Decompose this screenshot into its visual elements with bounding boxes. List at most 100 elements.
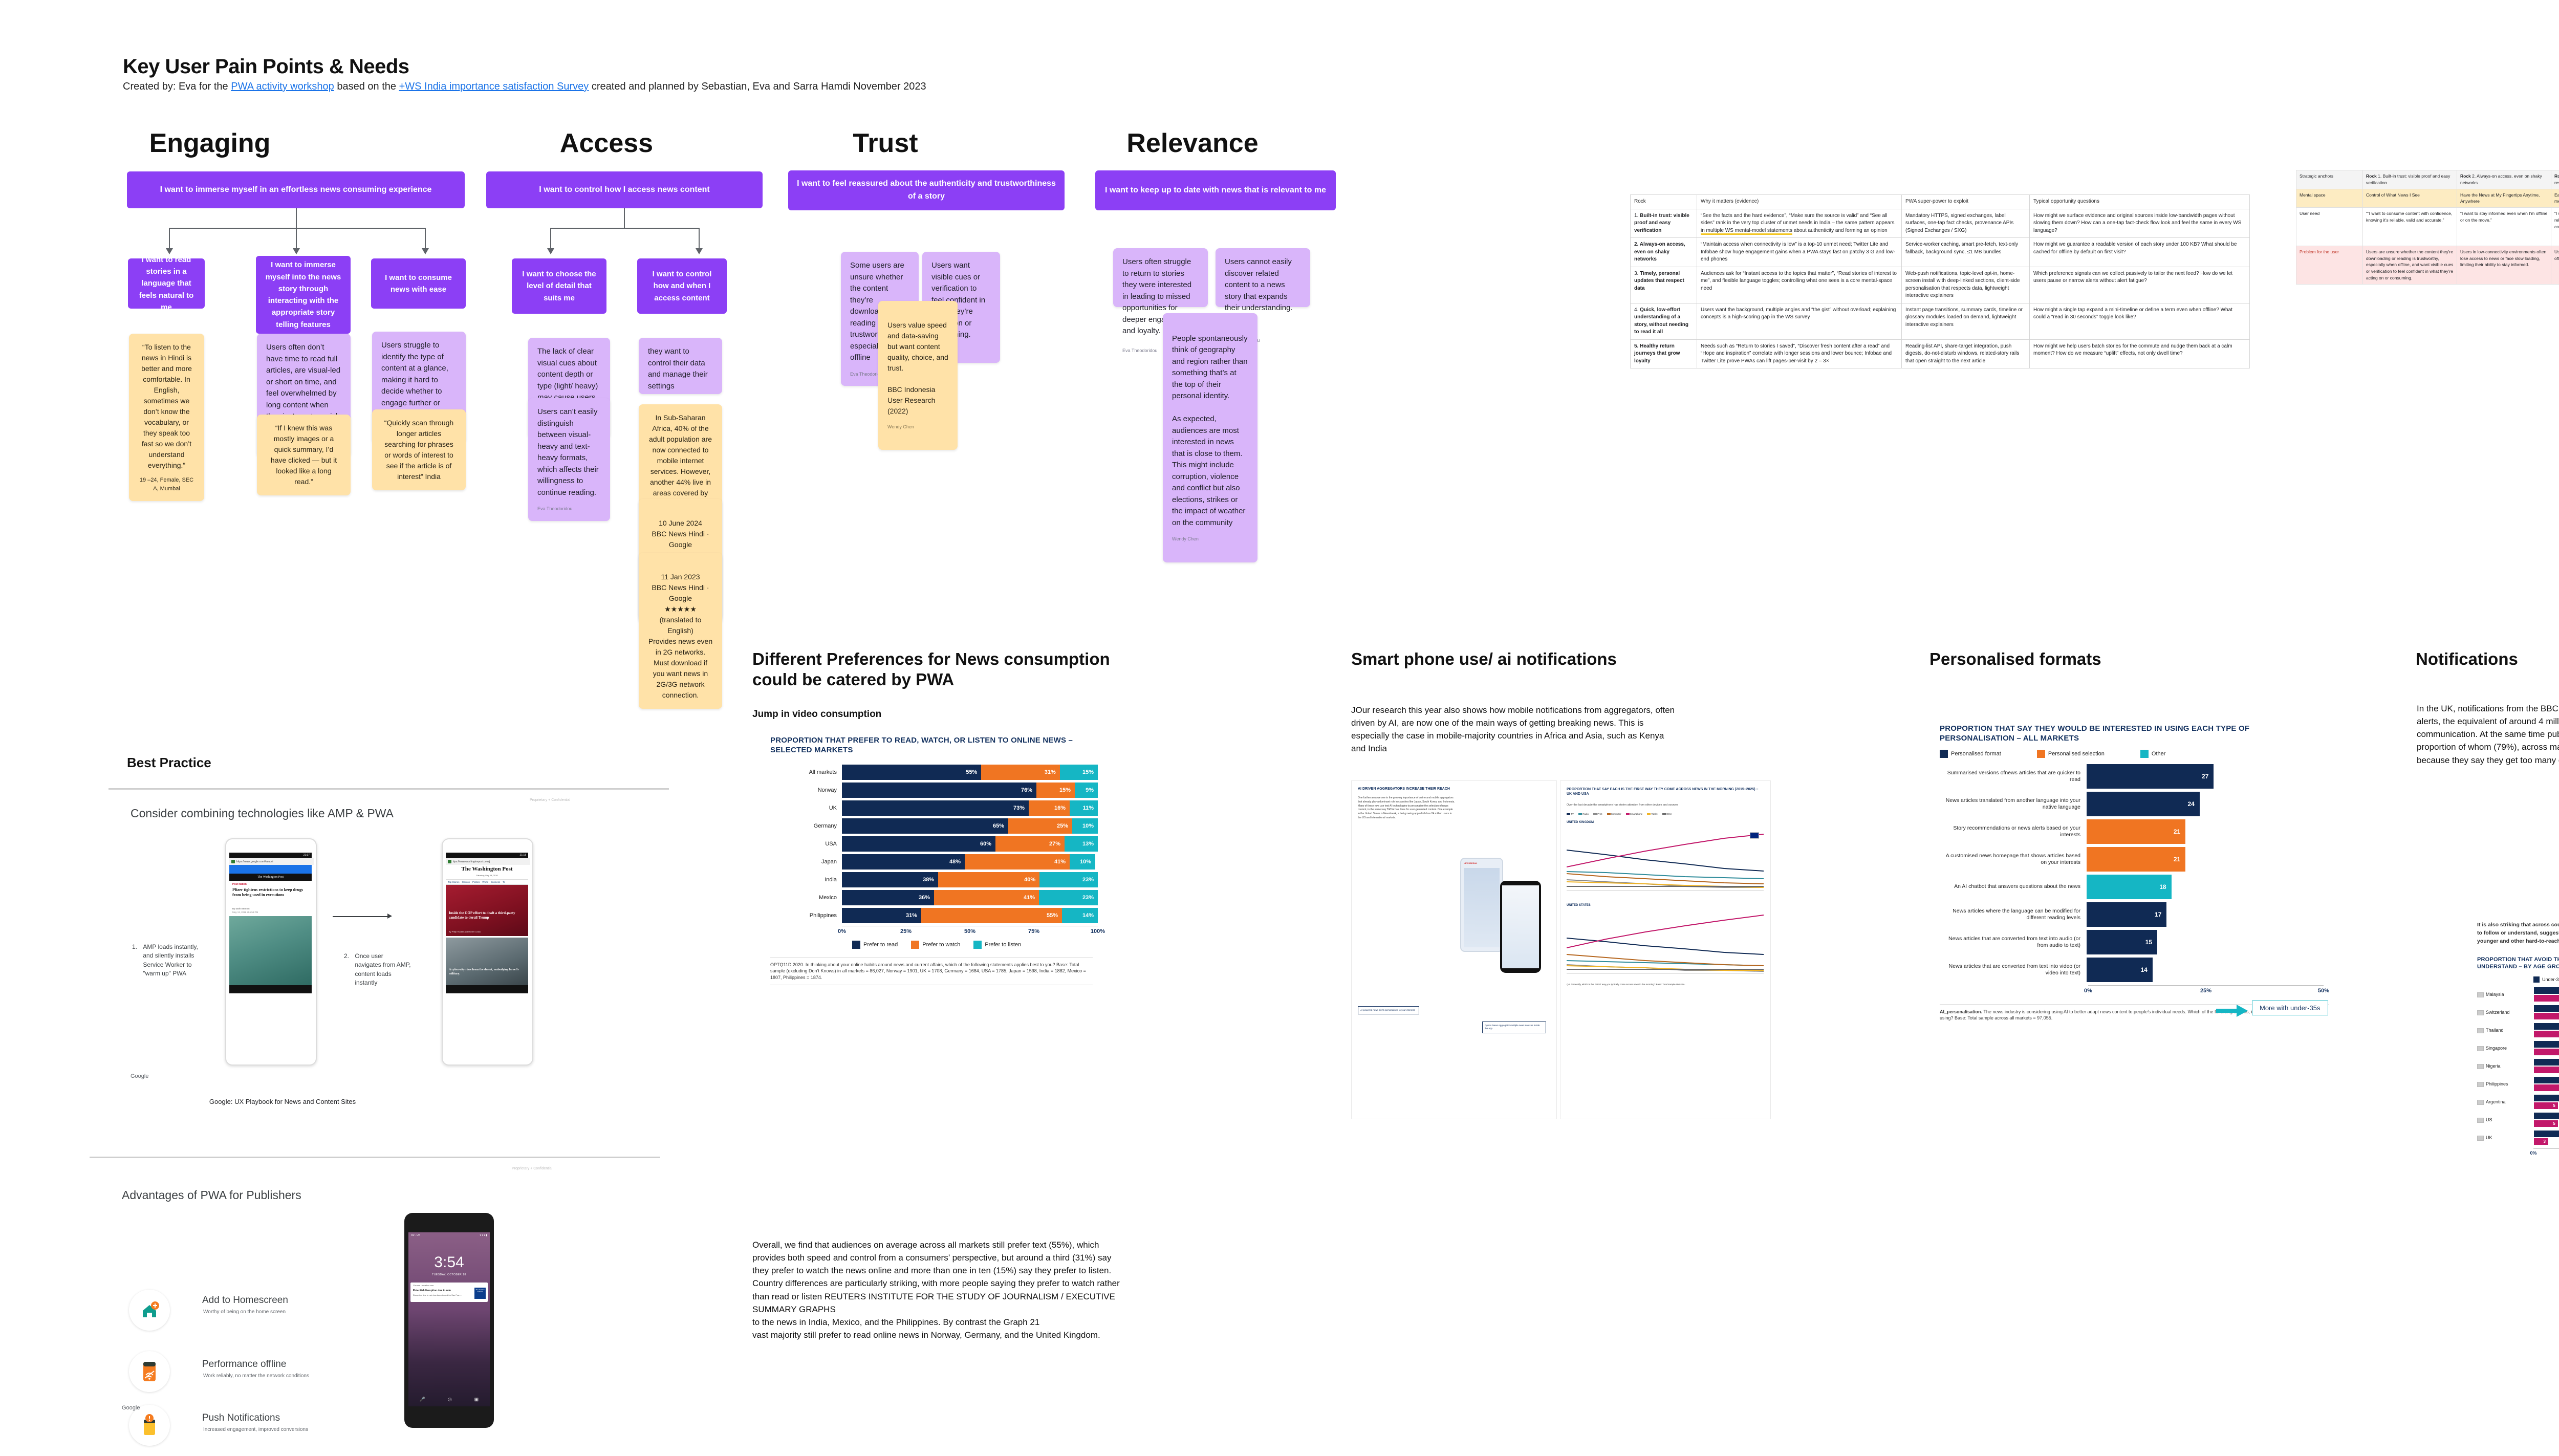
sub-need-card-access-2[interactable]: I want to control how and when I access … (637, 258, 727, 314)
advantage-title-2: Push Notifications (202, 1412, 280, 1423)
sub-need-card-engaging-1[interactable]: I want to read stories in a language tha… (128, 255, 205, 312)
col-header-why: Why it matters (evidence) (1697, 194, 1902, 209)
bar-segment-prefer-to-listen: 10% (1070, 854, 1095, 870)
masthead-date: Saturday, May 14, 2016 (476, 874, 498, 877)
legend-label: Prefer to listen (985, 942, 1022, 948)
rock-number: 5. (1634, 343, 1639, 349)
badge-ai-alerts: AI-powered news alerts personalised to y… (1358, 1006, 1419, 1015)
mic-icon[interactable]: 🎤 (419, 1397, 426, 1402)
personalised-chart-legend: Personalised format Personalised selectio… (1940, 750, 2339, 759)
fingerprint-icon[interactable]: ◎ (447, 1397, 452, 1402)
chart-row: News articles where the language can be … (1940, 902, 2339, 927)
notifications-body: In the UK, notifications from the BBC Ne… (2417, 704, 2559, 765)
bar-value: 3 (2543, 1139, 2546, 1144)
first-way-sub: Over the last decade the smartphone has … (1567, 803, 1678, 807)
notification-app: Chrome · weather.com (413, 1284, 434, 1287)
callout-text: More with under-35s (2260, 1004, 2321, 1012)
legend-tv: TV (1567, 813, 1574, 815)
connector-access-stem (624, 208, 625, 228)
need-card-relevance[interactable]: I want to keep up to date with news that… (1095, 170, 1336, 210)
sub-need-card-engaging-3[interactable]: I want to consume news with ease (371, 258, 466, 309)
lockscreen-shortcuts[interactable]: 🎤 ◎ ▣ (408, 1397, 490, 1402)
legend-label: Prefer to read (863, 942, 898, 948)
table-row: 4. Quick, low-effort understanding of a … (1630, 302, 2250, 340)
legend-item: Under-35s (2533, 975, 2559, 984)
google-logo-2: Google (122, 1405, 140, 1411)
article-byline: By Mark Berman (232, 907, 250, 910)
nav-item-4[interactable]: Business (490, 881, 501, 883)
sub-need-card-engaging-2[interactable]: I want to immerse myself into the news s… (256, 256, 351, 334)
prefs-chart-title: PROPORTION THAT PREFER TO READ, WATCH, O… (770, 736, 1073, 754)
category-label: News articles that are converted from te… (1948, 963, 2080, 976)
bar-under-35s: 20 (2534, 1005, 2559, 1012)
callout-arrow-icon (2216, 1005, 2248, 1017)
bar-under-35s: 13 (2534, 1112, 2559, 1119)
bell-alert-icon (129, 1405, 170, 1446)
pwa-workshop-link[interactable]: PWA activity workshop (231, 81, 334, 92)
pwa-advantages-heading: Advantages of PWA for Publishers (122, 1188, 301, 1202)
rock-title: 3. Timely, personal updates that respect… (2554, 180, 2559, 185)
chart-row: Philippines 31% 55% 14% (770, 907, 1103, 923)
chart-row: UK 73% 16% 11% (770, 800, 1103, 816)
category-label: Switzerland (2477, 1010, 2534, 1016)
advantage-sub-1: Work reliably, no matter the network con… (203, 1373, 309, 1379)
need-card-trust[interactable]: I want to feel reassured about the authe… (788, 170, 1065, 210)
rocks-table-wrapper: Rock Why it matters (evidence) PWA super… (1630, 194, 2250, 368)
amp-bullet-1: 1. AMP loads instantly, and silently ins… (132, 943, 206, 979)
arrow-access-b (696, 248, 703, 254)
need-card-engaging[interactable]: I want to immerse myself in an effortles… (127, 171, 465, 208)
bar-value: 11% (1082, 805, 1094, 811)
rock-number: 4. (1634, 307, 1639, 313)
nav-item-2[interactable]: Politics (472, 881, 480, 883)
first-way-news-slide: PROPORTION THAT SAY EACH IS THE FIRST WA… (1560, 780, 1771, 1119)
legend-item: Prefer to watch (911, 941, 960, 949)
rock-title: Always-on access, even on shaky networks (1634, 242, 1685, 262)
secure-lock-icon (231, 860, 235, 863)
advantage-sub-2: Increased engagement, improved conversio… (203, 1427, 309, 1432)
bar-segment-prefer-to-read: 73% (842, 800, 1029, 816)
prefs-body-text: Overall, we find that audiences on avera… (752, 1240, 1120, 1340)
bar-segment-prefer-to-watch: 31% (981, 764, 1060, 780)
nav-item-5[interactable]: Te (503, 881, 505, 883)
camera-icon[interactable]: ▣ (474, 1397, 479, 1402)
cell-questions: How might we help users batch stories fo… (2029, 339, 2250, 368)
bar-35-and-over: 3 (2534, 1138, 2548, 1145)
rock-number: 1. (1634, 212, 1639, 219)
wifi-offline-icon (129, 1351, 170, 1392)
bar-segment-prefer-to-watch: 27% (995, 836, 1065, 852)
notification-card[interactable]: Chrome · weather.com Potential disruptio… (410, 1283, 488, 1302)
cell-rock-1: Rock 1. Built-in trust: visible proof an… (2362, 170, 2457, 189)
advantage-sub-0: Worthy of being on the home screen (203, 1309, 286, 1315)
notification-body: Disruption due to rain has been issued f… (413, 1294, 462, 1296)
nav-item-3[interactable]: World (482, 881, 488, 883)
bar-35-and-over: 13 (2534, 1030, 2559, 1037)
phone-url-bar[interactable]: ttps://www.washingtonpost.com/j (446, 858, 530, 865)
connector-engaging-b (296, 228, 297, 249)
phone-url-bar[interactable]: https://news.google.com/#ampvi (229, 858, 314, 865)
need-card-access[interactable]: I want to control how I access news cont… (486, 171, 763, 208)
ws-survey-link[interactable]: +WS India importance satisfaction Survey (399, 81, 589, 92)
best-practice-title: Best Practice (127, 755, 211, 770)
bar-value: 10% (1082, 822, 1094, 829)
category-label: India (825, 876, 837, 883)
amp-pwa-slide (109, 788, 669, 1117)
cell-need-1: ““I want to consume content with confide… (2362, 207, 2457, 246)
nav-item-1[interactable]: Opinion (462, 881, 470, 883)
chart-row: Argentina13 5 (2477, 1094, 2559, 1110)
personalised-chart-panel: PROPORTION THAT SAY THEY WOULD BE INTERE… (1940, 724, 2339, 1200)
note-author: Eva Theodoridou (1122, 347, 1158, 353)
bar-value: 41% (1054, 858, 1066, 865)
bar-segment-prefer-to-watch: 55% (921, 907, 1062, 923)
prefs-chart-source: OPTQ11D 2020. In thinking about your onl… (770, 957, 1093, 986)
newsbreak-feed-2 (1502, 885, 1539, 968)
second-story-photo (446, 938, 528, 985)
bar: 27 (2087, 764, 2214, 789)
pwa-advantages-slide (90, 1157, 660, 1437)
country-flag-icon (2477, 1028, 2484, 1034)
cell-rock: 1. Built-in trust: visible proof and eas… (1630, 208, 1697, 238)
sub-need-card-access-1[interactable]: I want to choose the level of detail tha… (512, 258, 606, 314)
country-flag-icon (2477, 1046, 2484, 1052)
nav-item-0[interactable]: Top Stories (448, 881, 460, 883)
phone-nav-bar (229, 985, 312, 993)
section-nav[interactable]: Top Stories Opinion Politics World Busin… (446, 879, 528, 885)
